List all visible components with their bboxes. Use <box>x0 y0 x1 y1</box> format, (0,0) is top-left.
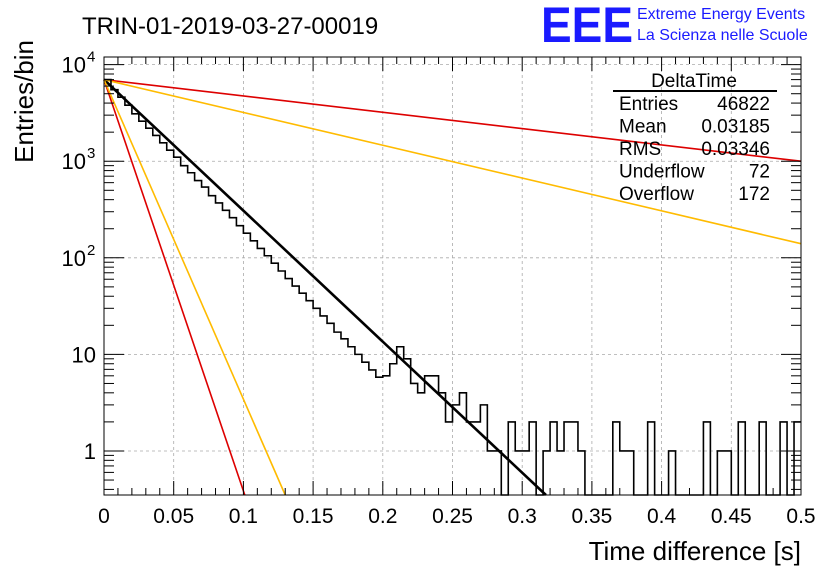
stats-label: Underflow <box>619 162 705 183</box>
stats-value: 72 <box>749 162 770 183</box>
y-tick-label: 10 <box>62 149 86 174</box>
histogram <box>104 78 801 496</box>
stats-box: DeltaTime Entries 46822 Mean 0.03185 RMS 0.03… <box>613 71 777 205</box>
x-tick-label: 0 <box>98 505 110 528</box>
x-axis-label: Time difference [s] <box>589 536 801 566</box>
fit-line-4 <box>103 79 246 496</box>
logo-letters: EEE <box>541 0 633 53</box>
x-tick-label: 0.25 <box>432 505 473 528</box>
stats-label: RMS <box>619 139 661 160</box>
chart-title: TRIN-01-2019-03-27-00019 <box>82 13 378 40</box>
x-tick-label: 0.5 <box>786 505 815 528</box>
y-tick-label: 10 <box>62 53 86 78</box>
x-tick-label: 0.15 <box>293 505 334 528</box>
y-tick-label: 10 <box>72 342 96 367</box>
stats-value: 46822 <box>717 94 770 115</box>
y-axis-label: Entries/bin <box>9 40 39 163</box>
fit-line-5 <box>103 79 286 496</box>
stats-label: Mean <box>619 117 667 138</box>
stats-label: Overflow <box>619 184 694 205</box>
stats-value: 172 <box>738 184 770 205</box>
logo-line2: La Scienza nelle Scuole <box>637 27 808 44</box>
fit-line-2 <box>103 78 802 163</box>
x-tick-label: 0.4 <box>647 505 677 528</box>
grid <box>104 57 801 495</box>
y-tick-exponent: 3 <box>87 145 95 162</box>
fit-lines <box>103 78 802 496</box>
logo-line1: Extreme Energy Events <box>637 6 805 23</box>
axis-ticks: 0 0.05 0.1 0.15 0.2 0.25 0.3 0.35 0.4 0.45 0.5 1 10 1… <box>62 49 816 528</box>
stats-value: 0.03185 <box>701 117 770 138</box>
y-tick-label: 10 <box>62 246 86 271</box>
logo: EEE Extreme Energy Events La Scienza nel… <box>541 0 808 53</box>
y-tick-label: 1 <box>84 439 96 464</box>
stats-title: DeltaTime <box>651 71 737 92</box>
fit-line-1 <box>103 78 547 496</box>
fit-line-3 <box>103 78 802 245</box>
stats-label: Entries <box>619 94 678 115</box>
x-tick-label: 0.45 <box>711 505 752 528</box>
stats-value: 0.03346 <box>701 139 770 160</box>
x-tick-label: 0.3 <box>508 505 537 528</box>
x-tick-label: 0.2 <box>368 505 397 528</box>
histogram-outline <box>104 78 801 496</box>
y-tick-exponent: 2 <box>87 242 95 259</box>
x-tick-label: 0.05 <box>153 505 194 528</box>
x-tick-label: 0.35 <box>571 505 612 528</box>
y-tick-exponent: 4 <box>87 49 95 66</box>
x-tick-label: 0.1 <box>229 505 258 528</box>
